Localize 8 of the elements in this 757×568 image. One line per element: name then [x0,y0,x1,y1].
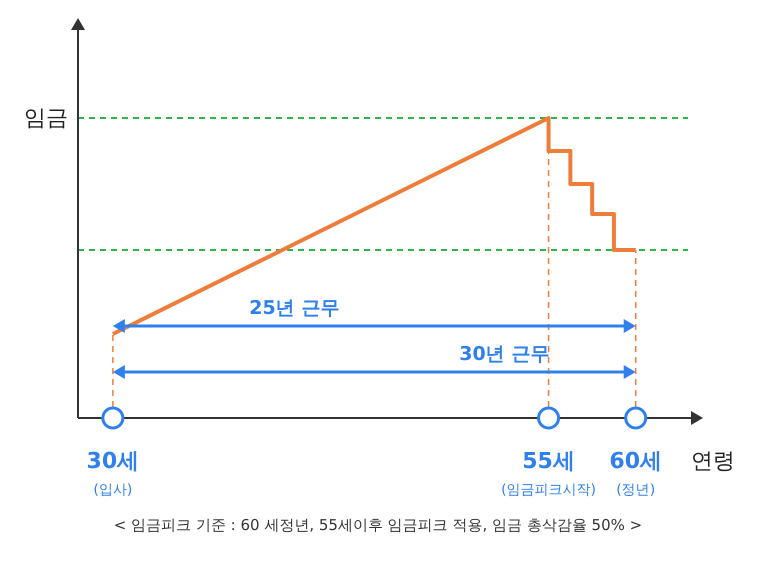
annotation: 25년 근무 [249,297,340,319]
x-tick-label: 30세 (입사) [86,449,140,498]
x-tick-label: 55세 (임금피크시작) [501,449,596,498]
x-tick-label: 60세 (정년) [609,449,662,498]
annotation: 30년 근무 [459,343,550,365]
y-axis-title: 임금 [24,106,68,131]
text: < 임금피크 기준 : 60 세정년, 55세이후 임금피크 적용, 임금 총삭감율 50% > [112,516,644,535]
x-axis-title: 연령 [691,449,735,474]
